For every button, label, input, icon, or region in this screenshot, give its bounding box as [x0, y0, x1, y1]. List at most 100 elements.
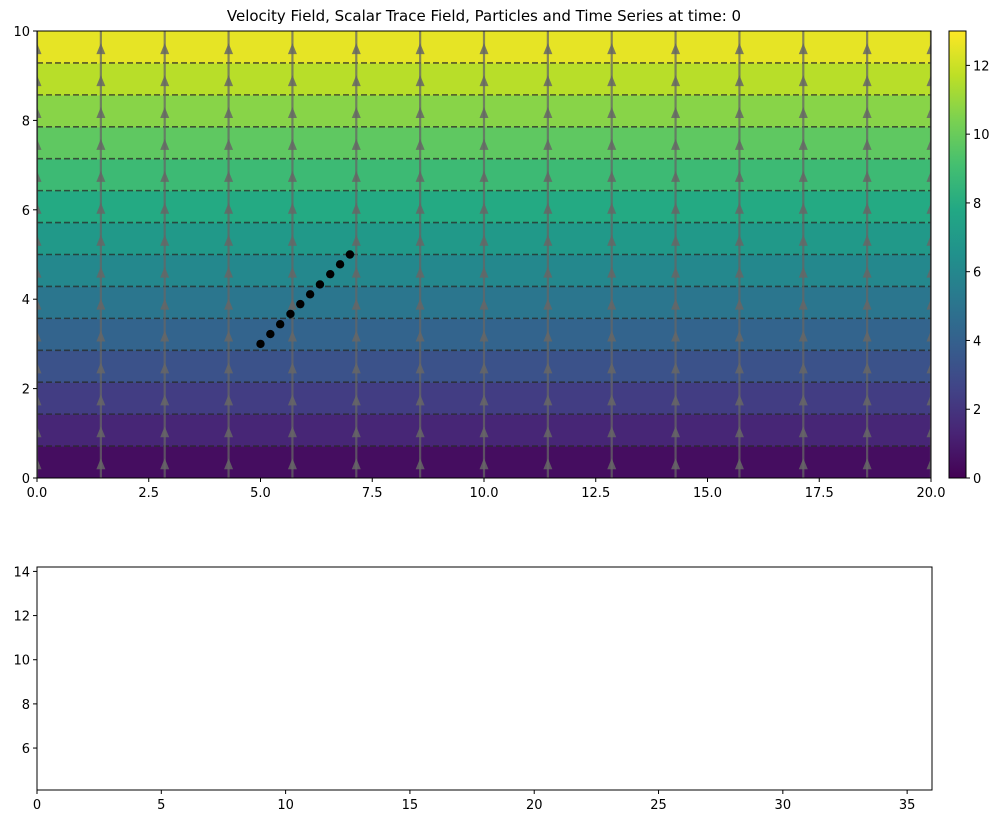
- velocity-arrow: [798, 266, 808, 278]
- velocity-arrow: [734, 202, 744, 214]
- velocity-arrow: [671, 170, 681, 182]
- velocity-arrow: [160, 426, 170, 438]
- velocity-arrow: [479, 330, 489, 342]
- velocity-arrow: [862, 43, 872, 55]
- colorbar-tick-label: 12: [973, 59, 990, 74]
- velocity-arrow: [862, 107, 872, 119]
- velocity-arrow: [224, 426, 234, 438]
- velocity-arrow: [415, 234, 425, 246]
- velocity-arrow: [671, 394, 681, 406]
- velocity-arrow: [415, 298, 425, 310]
- velocity-arrow: [160, 458, 170, 470]
- velocity-arrow: [862, 170, 872, 182]
- bottom-x-ticks: 0 5 10 15 20 25 30 35: [33, 790, 915, 813]
- velocity-arrow: [543, 298, 553, 310]
- x-tick-label: 30: [775, 798, 792, 813]
- velocity-arrow: [351, 298, 361, 310]
- velocity-arrow: [96, 202, 106, 214]
- velocity-arrow: [798, 394, 808, 406]
- velocity-arrow: [926, 138, 931, 150]
- velocity-arrow: [543, 138, 553, 150]
- velocity-arrow: [224, 43, 234, 55]
- time-series-chart: 0 5 10 15 20 25 30 35 6 8 10 12 14: [13, 565, 933, 813]
- velocity-arrow: [96, 298, 106, 310]
- velocity-arrow: [543, 170, 553, 182]
- velocity-arrow: [351, 202, 361, 214]
- x-tick-label: 20: [526, 798, 543, 813]
- velocity-arrow: [37, 75, 42, 87]
- velocity-arrow: [926, 362, 931, 374]
- velocity-arrow: [543, 362, 553, 374]
- velocity-arrow: [607, 170, 617, 182]
- velocity-arrow: [160, 234, 170, 246]
- velocity-arrow: [734, 75, 744, 87]
- y-tick-label: 8: [22, 114, 30, 129]
- velocity-arrow: [798, 138, 808, 150]
- velocity-arrow: [926, 107, 931, 119]
- velocity-arrow: [287, 362, 297, 374]
- velocity-arrow: [351, 394, 361, 406]
- velocity-arrow: [96, 362, 106, 374]
- velocity-arrow: [287, 298, 297, 310]
- y-tick-label: 12: [13, 610, 30, 625]
- velocity-arrow: [224, 298, 234, 310]
- velocity-arrow: [479, 234, 489, 246]
- velocity-arrow: [798, 330, 808, 342]
- velocity-arrow: [37, 107, 42, 119]
- velocity-arrow: [351, 107, 361, 119]
- y-tick-label: 4: [22, 293, 30, 308]
- velocity-arrow: [37, 234, 42, 246]
- colorbar-tick-label: 0: [973, 472, 981, 487]
- velocity-arrow: [37, 426, 42, 438]
- velocity-arrow: [671, 426, 681, 438]
- velocity-arrow: [287, 75, 297, 87]
- velocity-arrow: [926, 426, 931, 438]
- velocity-arrow: [415, 362, 425, 374]
- velocity-arrow: [224, 234, 234, 246]
- velocity-arrow: [799, 11, 808, 22]
- velocity-arrow: [607, 266, 617, 278]
- velocity-arrow: [415, 266, 425, 278]
- velocity-arrow: [287, 107, 297, 119]
- velocity-arrow: [224, 75, 234, 87]
- velocity-arrow: [734, 170, 744, 182]
- colorbar-tick-label: 6: [973, 266, 981, 281]
- particle: [296, 299, 305, 309]
- velocity-arrow: [415, 43, 425, 55]
- velocity-arrow: [351, 170, 361, 182]
- velocity-arrow: [287, 458, 297, 470]
- velocity-arrow: [224, 138, 234, 150]
- velocity-arrows: [37, 11, 931, 478]
- velocity-arrow: [479, 362, 489, 374]
- velocity-arrow: [671, 362, 681, 374]
- velocity-arrow: [37, 266, 42, 278]
- y-tick-label: 6: [22, 204, 30, 219]
- velocity-arrow: [607, 138, 617, 150]
- velocity-arrow: [224, 330, 234, 342]
- velocity-arrow: [798, 107, 808, 119]
- velocity-arrow: [543, 426, 553, 438]
- velocity-arrow: [96, 43, 106, 55]
- velocity-arrow: [926, 43, 931, 55]
- velocity-arrow: [37, 170, 42, 182]
- velocity-arrow: [37, 362, 42, 374]
- velocity-arrow: [798, 426, 808, 438]
- velocity-arrow: [863, 11, 872, 22]
- velocity-arrow: [37, 138, 42, 150]
- x-tick-label: 15.0: [693, 486, 722, 501]
- particle: [326, 269, 335, 279]
- y-tick-label: 0: [22, 472, 30, 487]
- velocity-arrow: [479, 458, 489, 470]
- velocity-arrow: [862, 234, 872, 246]
- velocity-arrow: [351, 43, 361, 55]
- velocity-arrow: [160, 75, 170, 87]
- velocity-arrow: [479, 43, 489, 55]
- velocity-arrow: [671, 266, 681, 278]
- y-tick-label: 10: [13, 654, 30, 669]
- velocity-arrow: [37, 330, 42, 342]
- velocity-arrow: [862, 362, 872, 374]
- velocity-arrow: [671, 234, 681, 246]
- velocity-arrow: [37, 43, 42, 55]
- velocity-arrow: [543, 266, 553, 278]
